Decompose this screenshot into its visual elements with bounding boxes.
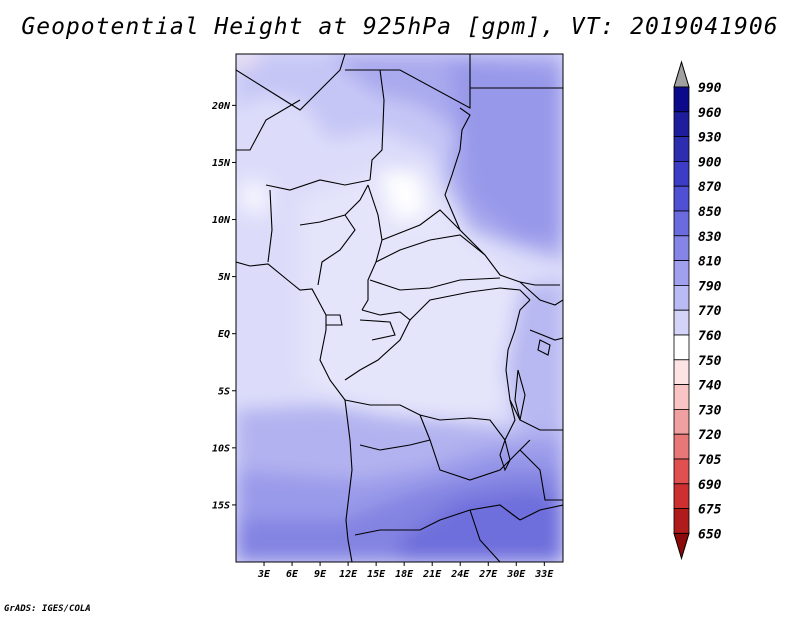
colorbar-level-label: 770 bbox=[698, 304, 722, 319]
colorbar-segment bbox=[673, 359, 690, 385]
colorbar-level-label: 850 bbox=[698, 205, 722, 220]
lat-tick-label: 15N bbox=[212, 158, 231, 169]
height-field bbox=[236, 54, 563, 562]
lon-tick-label: 33E bbox=[534, 569, 554, 580]
colorbar-segment bbox=[673, 508, 690, 534]
lat-tick-label: EQ bbox=[218, 329, 230, 340]
colorbar-segment bbox=[673, 384, 690, 410]
colorbar-segment bbox=[673, 334, 690, 361]
lon-tick-label: 3E bbox=[257, 569, 271, 580]
lon-tick-label: 12E bbox=[339, 569, 358, 580]
colorbar-segment bbox=[673, 260, 690, 286]
colorbar-segment bbox=[673, 309, 690, 336]
colorbar-level-label: 705 bbox=[698, 453, 722, 468]
lat-tick-label: 5S bbox=[218, 386, 230, 397]
colorbar: 990 960 930 900 870 850 830 810 790 770 760 750 740 7… bbox=[673, 60, 722, 561]
colorbar-segment bbox=[673, 433, 690, 460]
colorbar-level-label: 990 bbox=[698, 81, 722, 96]
grads-footer: GrADS: IGES/COLA bbox=[4, 604, 91, 614]
country-borders bbox=[236, 54, 563, 562]
longitude-axis: 3E 6E 9E 12E 15E 18E 21E 24E 27E 30E 33E bbox=[257, 562, 554, 580]
colorbar-level-label: 730 bbox=[698, 403, 722, 418]
colorbar-segment bbox=[673, 483, 690, 509]
map-frame bbox=[235, 53, 564, 563]
lat-tick-label: 10N bbox=[212, 215, 231, 226]
colorbar-level-label: 930 bbox=[698, 131, 722, 146]
colorbar-level-label: 830 bbox=[698, 230, 722, 245]
colorbar-level-label: 740 bbox=[698, 379, 722, 394]
lat-tick-label: 5N bbox=[218, 272, 231, 283]
colorbar-segment bbox=[673, 284, 690, 311]
map-title: Geopotential Height at 925hPa [gpm], VT:… bbox=[21, 14, 779, 40]
lon-tick-label: 15E bbox=[367, 569, 386, 580]
lat-tick-label: 10S bbox=[212, 443, 230, 454]
lon-tick-label: 9E bbox=[314, 569, 327, 580]
colorbar-bottom-arrow bbox=[673, 532, 690, 561]
lon-tick-label: 18E bbox=[395, 569, 414, 580]
lon-tick-label: 24E bbox=[450, 569, 470, 580]
lon-tick-label: 6E bbox=[286, 569, 299, 580]
colorbar-level-label: 675 bbox=[698, 503, 722, 518]
colorbar-level-label: 960 bbox=[698, 106, 722, 121]
colorbar-segment bbox=[673, 160, 690, 187]
colorbar-segment bbox=[673, 111, 690, 138]
lat-tick-label: 20N bbox=[211, 101, 231, 112]
colorbar-level-label: 870 bbox=[698, 180, 722, 195]
colorbar-level-label: 720 bbox=[698, 428, 722, 443]
lon-tick-label: 21E bbox=[422, 569, 442, 580]
colorbar-segment bbox=[673, 86, 690, 113]
colorbar-segment bbox=[673, 235, 690, 262]
colorbar-segment bbox=[673, 458, 690, 485]
latitude-axis: 20N 15N 10N 5N EQ 5S 10S 15S bbox=[211, 101, 236, 511]
colorbar-level-label: 750 bbox=[698, 354, 722, 369]
colorbar-segment bbox=[673, 210, 690, 237]
colorbar-level-label: 760 bbox=[698, 329, 722, 344]
colorbar-level-label: 790 bbox=[698, 279, 722, 294]
lon-tick-label: 27E bbox=[478, 569, 498, 580]
colorbar-level-label: 810 bbox=[698, 255, 722, 270]
colorbar-segment bbox=[673, 136, 690, 162]
colorbar-level-label: 650 bbox=[698, 527, 722, 542]
colorbar-segment bbox=[673, 185, 690, 212]
lat-tick-label: 15S bbox=[212, 500, 230, 511]
colorbar-top-arrow bbox=[673, 60, 690, 88]
colorbar-segment bbox=[673, 408, 690, 435]
colorbar-level-label: 900 bbox=[698, 155, 722, 170]
lon-tick-label: 30E bbox=[506, 569, 526, 580]
colorbar-level-label: 690 bbox=[698, 478, 722, 493]
